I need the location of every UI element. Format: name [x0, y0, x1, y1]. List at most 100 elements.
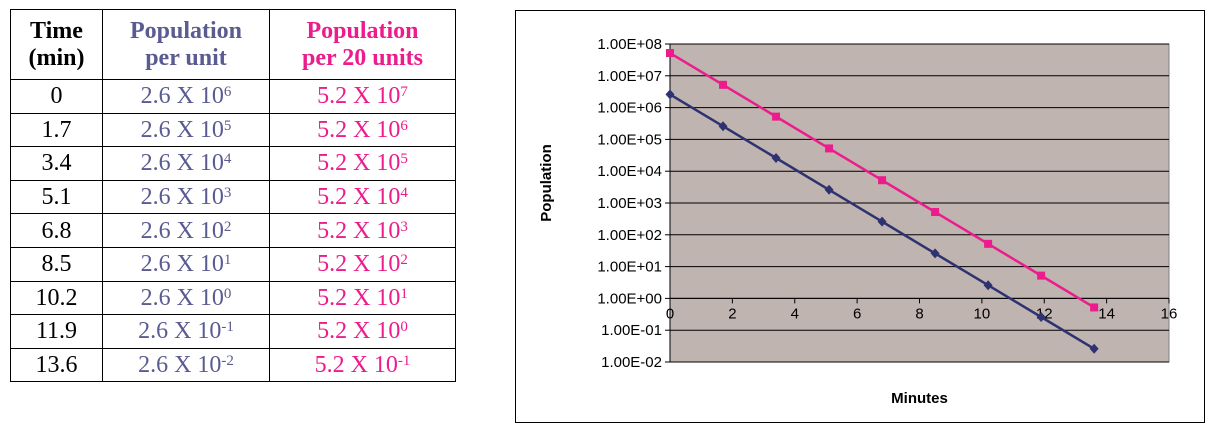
header-per-20-units-line2: per 20 units: [302, 44, 423, 71]
per-unit-base: 2.6 X 10: [140, 217, 224, 244]
per-20-units-base: 5.2 X 10: [317, 116, 401, 143]
per-20-units-cell: 5.2 X 106: [269, 112, 456, 148]
per-20-units-exponent: 5: [400, 151, 408, 168]
per-unit-cell: 2.6 X 106: [102, 79, 270, 114]
per-20-units-cell: 5.2 X 101: [269, 280, 456, 316]
data-point-diamond: [824, 184, 834, 195]
per-20-units-exponent: 6: [400, 117, 408, 134]
x-tick-label: 8: [915, 305, 923, 322]
chart-svg: 1.00E+08 1.00E+07 1.00E+06 1.00E+05 1.00E+04…: [538, 36, 1178, 407]
per-unit-base: 2.6 X 10: [138, 318, 222, 345]
header-per-20-units-line1: Population: [306, 17, 419, 44]
time-cell: 3.4: [10, 146, 103, 181]
per-20-units-cell: 5.2 X 104: [269, 179, 456, 215]
data-point-square: [719, 80, 728, 89]
header-per-20-units: Population per 20 units: [269, 9, 456, 80]
population-chart: 1.00E+08 1.00E+07 1.00E+06 1.00E+05 1.00E+04…: [515, 10, 1205, 423]
header-time-line2: (min): [28, 44, 85, 71]
y-tick-label: 1.00E+01: [597, 259, 662, 276]
per-unit-base: 2.6 X 10: [140, 150, 224, 177]
per-unit-exponent: -1: [221, 319, 234, 336]
x-tick-label: 2: [728, 305, 736, 322]
per-unit-cell: 2.6 X 100: [102, 280, 270, 316]
y-tick-label: 1.00E-01: [601, 322, 662, 339]
x-tick-label: 4: [791, 305, 799, 322]
per-unit-base: 2.6 X 10: [140, 284, 224, 311]
data-point-square: [666, 49, 674, 58]
per-20-units-exponent: 4: [400, 185, 408, 202]
time-cell: 11.9: [10, 314, 103, 349]
per-20-units-base: 5.2 X 10: [317, 217, 401, 244]
data-point-diamond: [718, 121, 728, 132]
time-cell: 10.2: [10, 280, 103, 316]
per-20-units-cell: 5.2 X 102: [269, 246, 456, 282]
per-unit-base: 2.6 X 10: [140, 251, 224, 278]
table-row: 5.1 2.6 X 103 5.2 X 104: [10, 179, 456, 215]
per-20-units-base: 5.2 X 10: [317, 83, 401, 110]
per-unit-cell: 2.6 X 104: [102, 146, 270, 181]
per-unit-exponent: 3: [223, 185, 232, 202]
table-body: 0 2.6 X 106 5.2 X 107 1.7 2.6 X 105 5.2 X 106…: [10, 79, 456, 383]
per-unit-cell: 2.6 X 102: [102, 213, 270, 248]
per-unit-cell: 2.6 X 10-2: [102, 347, 270, 383]
time-value: 8.5: [41, 251, 72, 278]
data-point-diamond: [665, 89, 675, 100]
header-per-unit-line1: Population: [129, 17, 243, 44]
per-20-units-exponent: 7: [400, 84, 408, 101]
per-20-units-cell: 5.2 X 100: [269, 314, 456, 349]
x-tick-label: 6: [853, 305, 861, 322]
per-20-units-base: 5.2 X 10: [317, 318, 401, 345]
x-tick-label: 10: [974, 305, 991, 322]
table-row: 10.2 2.6 X 100 5.2 X 101: [10, 280, 456, 316]
per-20-units-base: 5.2 X 10: [317, 284, 401, 311]
per-20-units-cell: 5.2 X 103: [269, 213, 456, 248]
data-point-diamond: [1089, 343, 1099, 354]
x-tick-label: 0: [666, 305, 674, 322]
per-unit-exponent: 6: [223, 84, 232, 101]
per-unit-base: 2.6 X 10: [140, 116, 224, 143]
y-tick-label: 1.00E+02: [597, 227, 662, 244]
time-value: 3.4: [41, 150, 72, 177]
per-unit-cell: 2.6 X 105: [102, 112, 270, 148]
table-header-row: Time (min) Population per unit Populatio…: [10, 9, 456, 80]
data-point-square: [931, 208, 940, 217]
y-tick-label: 1.00E+06: [597, 100, 662, 117]
time-value: 11.9: [35, 318, 78, 345]
per-20-units-base: 5.2 X 10: [317, 251, 401, 278]
per-unit-exponent: -2: [221, 353, 234, 370]
y-tick-label: 1.00E+03: [597, 195, 662, 212]
time-value: 6.8: [41, 217, 72, 244]
data-point-square: [772, 112, 781, 121]
per-unit-exponent: 2: [223, 218, 232, 235]
y-tick-label: 1.00E+05: [597, 131, 662, 148]
per-unit-exponent: 5: [223, 117, 232, 134]
header-per-unit-line2: per unit: [145, 44, 227, 71]
per-unit-cell: 2.6 X 101: [102, 246, 270, 282]
per-unit-base: 2.6 X 10: [138, 352, 222, 379]
data-point-diamond: [930, 248, 940, 259]
time-value: 1.7: [41, 116, 72, 143]
per-20-units-exponent: 1: [400, 285, 408, 302]
table-row: 8.5 2.6 X 101 5.2 X 102: [10, 246, 456, 282]
table-row: 11.9 2.6 X 10-1 5.2 X 100: [10, 314, 456, 349]
table-row: 3.4 2.6 X 104 5.2 X 105: [10, 146, 456, 181]
table-row: 6.8 2.6 X 102 5.2 X 103: [10, 213, 456, 248]
data-point-square: [1037, 271, 1046, 280]
time-cell: 8.5: [10, 246, 103, 282]
data-point-square: [984, 239, 993, 248]
x-axis-title: Minutes: [891, 390, 948, 407]
time-cell: 6.8: [10, 213, 103, 248]
per-20-units-cell: 5.2 X 105: [269, 146, 456, 181]
per-unit-base: 2.6 X 10: [140, 184, 224, 211]
time-cell: 0: [10, 79, 103, 114]
y-tick-label: 1.00E-02: [601, 354, 662, 371]
per-20-units-base: 5.2 X 10: [317, 184, 401, 211]
table-row: 1.7 2.6 X 105 5.2 X 106: [10, 112, 456, 148]
header-time-line1: Time: [30, 17, 83, 44]
y-axis-title: Population: [538, 144, 555, 222]
y-tick-label: 1.00E+00: [597, 290, 662, 307]
header-per-unit: Population per unit: [102, 9, 270, 80]
per-20-units-exponent: -1: [397, 353, 411, 370]
table-row: 13.6 2.6 X 10-2 5.2 X 10-1: [10, 347, 456, 383]
x-tick-label: 16: [1161, 305, 1178, 322]
